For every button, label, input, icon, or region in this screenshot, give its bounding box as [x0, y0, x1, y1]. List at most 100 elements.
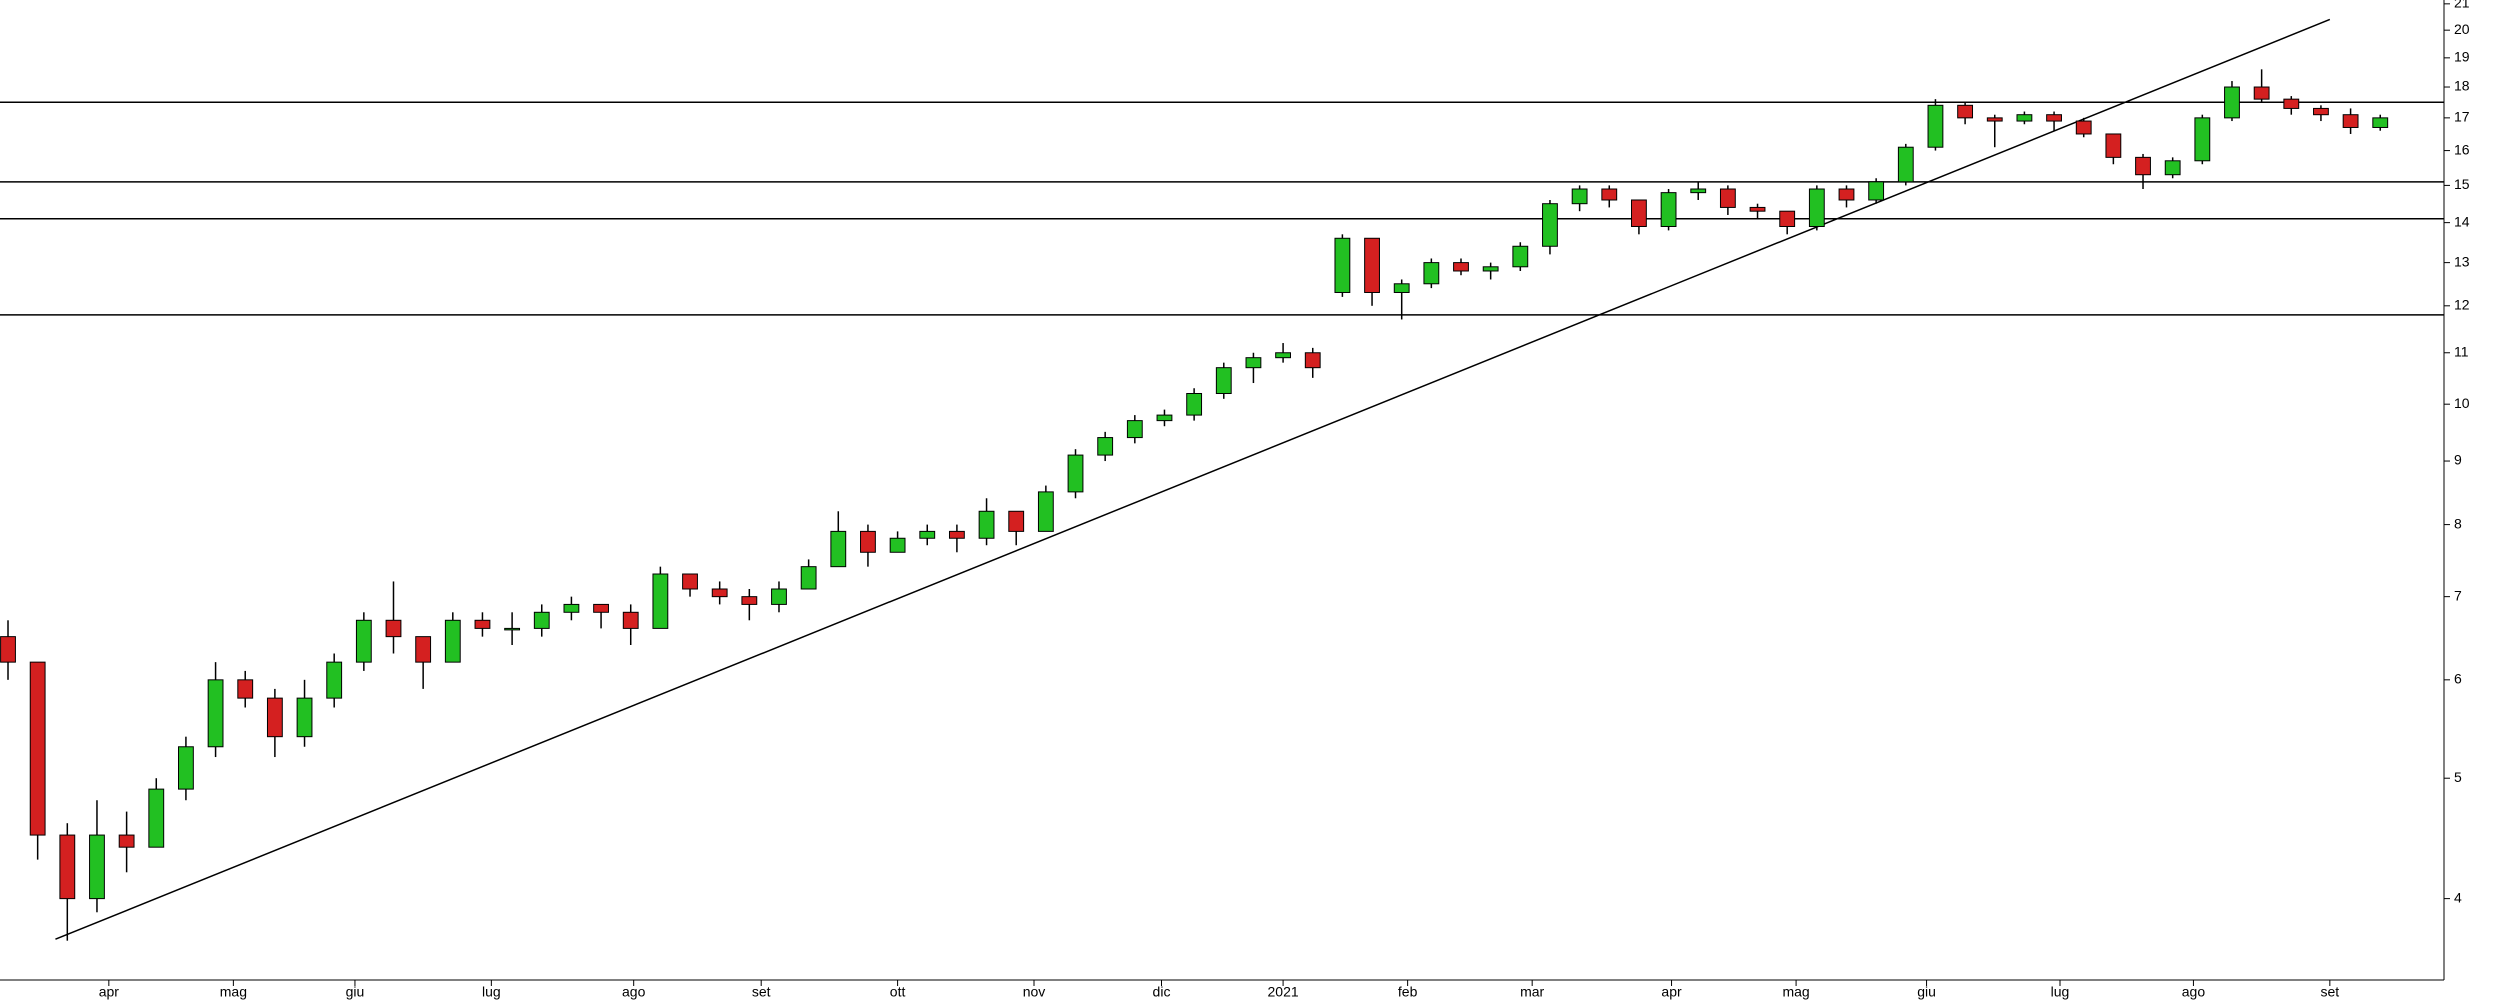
candle-body	[89, 834, 105, 900]
candle-body	[622, 611, 639, 629]
y-tick-label: 11	[2454, 343, 2469, 359]
candle-body	[652, 573, 669, 629]
candle-body	[148, 788, 165, 848]
candle-body	[2016, 114, 2033, 122]
candle-body	[178, 746, 194, 790]
candle-body	[266, 697, 283, 738]
y-tick-label: 8	[2454, 515, 2462, 531]
candle-body	[1097, 437, 1114, 456]
candle-body	[1126, 420, 1143, 439]
candle-body	[771, 588, 787, 605]
candle-body	[593, 603, 609, 613]
candle-body	[948, 530, 965, 539]
x-tick-label: lug	[482, 984, 501, 1000]
candle-body	[1779, 210, 1796, 227]
candle-body	[711, 588, 728, 598]
candle-body	[59, 834, 76, 900]
x-tick-label: nov	[1023, 984, 1046, 1000]
candle-body	[978, 510, 995, 539]
candle-body	[1957, 104, 1974, 119]
candle-body	[1808, 188, 1825, 227]
candle-body	[1482, 266, 1499, 272]
candle-body	[1423, 262, 1440, 285]
candle-body	[2342, 114, 2359, 128]
candle-body	[1245, 357, 1262, 369]
candle-body	[1364, 237, 1380, 293]
y-tick-label: 19	[2454, 49, 2470, 65]
candle-body	[563, 603, 580, 613]
candle-body	[1927, 104, 1944, 148]
candle-body	[1601, 188, 1618, 201]
candle-body	[682, 573, 698, 590]
candle-body	[1868, 181, 1885, 201]
candle-body	[2224, 86, 2240, 119]
candle-body	[1453, 262, 1469, 272]
candle-body	[860, 530, 876, 553]
candle-body	[2194, 117, 2211, 162]
y-tick-label: 14	[2454, 213, 2470, 229]
candle-body	[296, 697, 313, 738]
x-tick-label: mag	[220, 984, 247, 1000]
candle-body	[1986, 117, 2003, 122]
candle-body	[1156, 414, 1173, 422]
candle-body	[2372, 117, 2389, 128]
candle-body	[2105, 133, 2122, 158]
y-tick-label: 21	[2454, 0, 2470, 11]
candle-body	[533, 611, 550, 629]
candle-body	[1690, 188, 1707, 194]
y-tick-label: 4	[2454, 889, 2462, 905]
candle-body	[2313, 107, 2329, 116]
y-tick-label: 5	[2454, 769, 2462, 785]
candle-body	[237, 679, 254, 699]
candle-body	[1749, 206, 1766, 212]
candle-body	[1393, 283, 1410, 293]
candle-body	[1304, 352, 1321, 369]
y-tick-label: 12	[2454, 297, 2470, 313]
candle-body	[1838, 188, 1855, 201]
candle-body	[1571, 188, 1588, 205]
candle-body	[1008, 510, 1025, 532]
y-tick-label: 17	[2454, 109, 2470, 125]
x-tick-label: ago	[2182, 984, 2206, 1000]
x-tick-label: ott	[890, 984, 906, 1000]
candle-body	[2283, 98, 2300, 109]
candle-body	[919, 530, 936, 539]
x-tick-label: apr	[99, 984, 120, 1000]
candle-body	[830, 530, 847, 568]
candle-body	[2164, 160, 2181, 176]
y-tick-label: 16	[2454, 141, 2470, 157]
x-tick-label: dic	[1153, 984, 1171, 1000]
y-tick-label: 13	[2454, 253, 2470, 269]
candle-body	[1512, 245, 1529, 268]
candle-body	[29, 661, 46, 836]
candle-body	[1542, 203, 1558, 247]
candle-body	[1186, 393, 1203, 416]
y-tick-label: 20	[2454, 21, 2470, 37]
candle-body	[444, 619, 461, 663]
x-tick-label: mar	[1520, 984, 1544, 1000]
y-tick-label: 7	[2454, 587, 2462, 603]
x-tick-label: set	[752, 984, 771, 1000]
candle-body	[415, 636, 432, 663]
candle-body	[1631, 199, 1647, 227]
x-tick-label: apr	[1661, 984, 1682, 1000]
candle-body	[1660, 192, 1677, 227]
x-tick-label: giu	[346, 984, 365, 1000]
candle-body	[1719, 188, 1736, 208]
candle-body	[355, 619, 372, 663]
candle-body	[1334, 237, 1351, 293]
trendline	[55, 18, 2331, 940]
x-tick-label: ago	[622, 984, 646, 1000]
y-tick-label: 18	[2454, 78, 2470, 94]
candle-body	[2075, 120, 2092, 135]
candle-body	[1067, 454, 1084, 493]
x-tick-label: mag	[1782, 984, 1809, 1000]
candle-body	[800, 566, 817, 590]
candle-body	[1215, 367, 1232, 395]
x-tick-label: set	[2320, 984, 2339, 1000]
y-tick-label: 10	[2454, 395, 2470, 411]
candle-body	[504, 627, 521, 631]
candle-body	[207, 679, 224, 748]
candle-body	[889, 537, 906, 553]
candle-body	[1897, 146, 1914, 183]
